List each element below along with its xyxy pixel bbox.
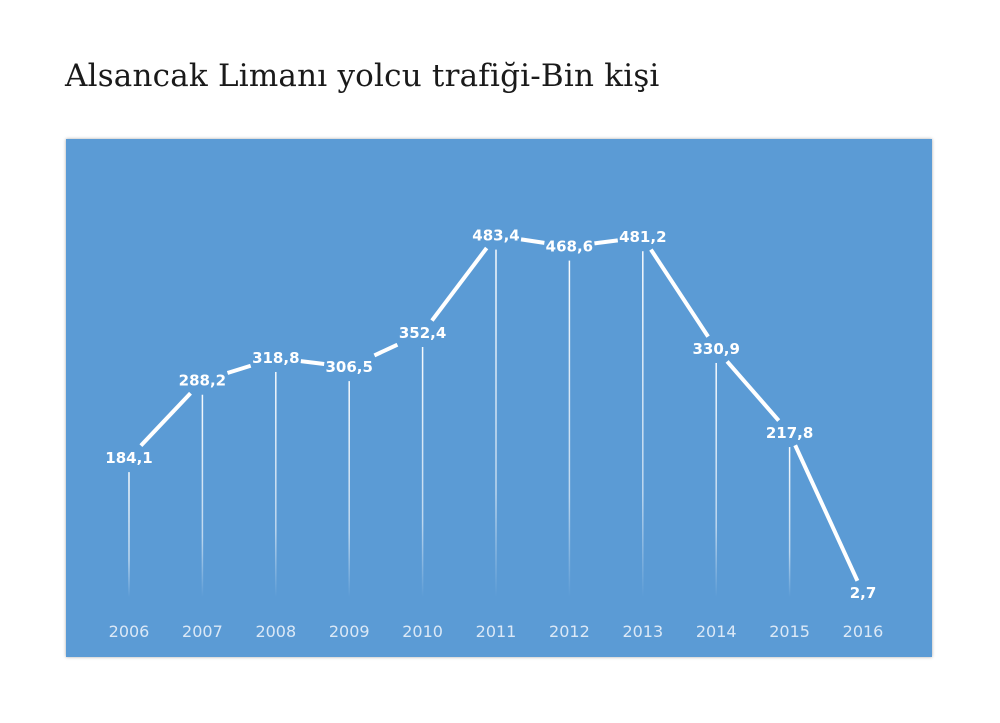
x-tick-2007: 2007 xyxy=(182,622,223,641)
drop-line-2013 xyxy=(642,251,644,598)
data-label-2011: 483,4 xyxy=(472,227,519,245)
data-label-2015: 217,8 xyxy=(766,424,813,442)
data-label-2016: 2,7 xyxy=(850,584,877,602)
drop-line-2015 xyxy=(788,447,791,597)
drop-line-2010 xyxy=(421,346,424,597)
drop-line-2011 xyxy=(495,249,497,597)
data-label-2013: 481,2 xyxy=(619,228,666,246)
series-line xyxy=(139,237,860,582)
x-tick-2009: 2009 xyxy=(329,622,370,641)
line-segment-2006-2007 xyxy=(139,391,192,447)
line-segment-2015-2016 xyxy=(793,444,860,582)
drop-lines xyxy=(128,249,791,598)
line-segment-2011-2012 xyxy=(520,237,545,245)
data-label-2008: 318,8 xyxy=(252,349,299,367)
line-segment-2010-2011 xyxy=(430,246,489,322)
x-axis-ticks: 2006 2007 2008 2009 2010 2011 2012 2013 2014 2015… xyxy=(109,622,884,641)
data-label-2012: 468,6 xyxy=(546,238,593,256)
x-tick-2015: 2015 xyxy=(769,622,810,641)
data-label-2006: 184,1 xyxy=(105,449,152,467)
drop-line-2008 xyxy=(275,371,277,597)
data-labels: 184,1 288,2 318,8 306,5 352,4 483,4 468,6 481,2… xyxy=(105,227,876,602)
x-tick-2012: 2012 xyxy=(549,622,590,641)
drop-line-2012 xyxy=(568,260,571,597)
data-label-2007: 288,2 xyxy=(179,372,226,390)
data-label-2009: 306,5 xyxy=(325,358,372,376)
x-tick-2008: 2008 xyxy=(255,622,296,641)
data-label-2010: 352,4 xyxy=(399,324,446,342)
x-tick-2014: 2014 xyxy=(696,622,737,641)
x-tick-2010: 2010 xyxy=(402,622,443,641)
drop-line-2014 xyxy=(715,362,717,597)
x-tick-2011: 2011 xyxy=(476,622,517,641)
line-segment-2012-2013 xyxy=(594,238,619,246)
line-segment-2007-2008 xyxy=(226,363,252,375)
drop-line-2006 xyxy=(128,472,130,597)
x-tick-2006: 2006 xyxy=(109,622,150,641)
chart-title: Alsancak Limanı yolcu trafiği-Bin kişi xyxy=(65,58,660,94)
data-label-2014: 330,9 xyxy=(692,340,739,358)
line-segment-2009-2010 xyxy=(373,342,399,358)
drop-line-2007 xyxy=(201,394,204,597)
x-tick-2016: 2016 xyxy=(843,622,884,641)
line-chart: 184,1 288,2 318,8 306,5 352,4 483,4 468,6 481,2… xyxy=(105,227,884,641)
line-segment-2008-2009 xyxy=(300,359,325,366)
line-segment-2013-2014 xyxy=(649,248,710,338)
chart-panel: 184,1 288,2 318,8 306,5 352,4 483,4 468,6 481,2… xyxy=(66,139,932,657)
x-tick-2013: 2013 xyxy=(622,622,663,641)
line-segment-2014-2015 xyxy=(725,360,781,422)
drop-line-2009 xyxy=(348,381,350,597)
